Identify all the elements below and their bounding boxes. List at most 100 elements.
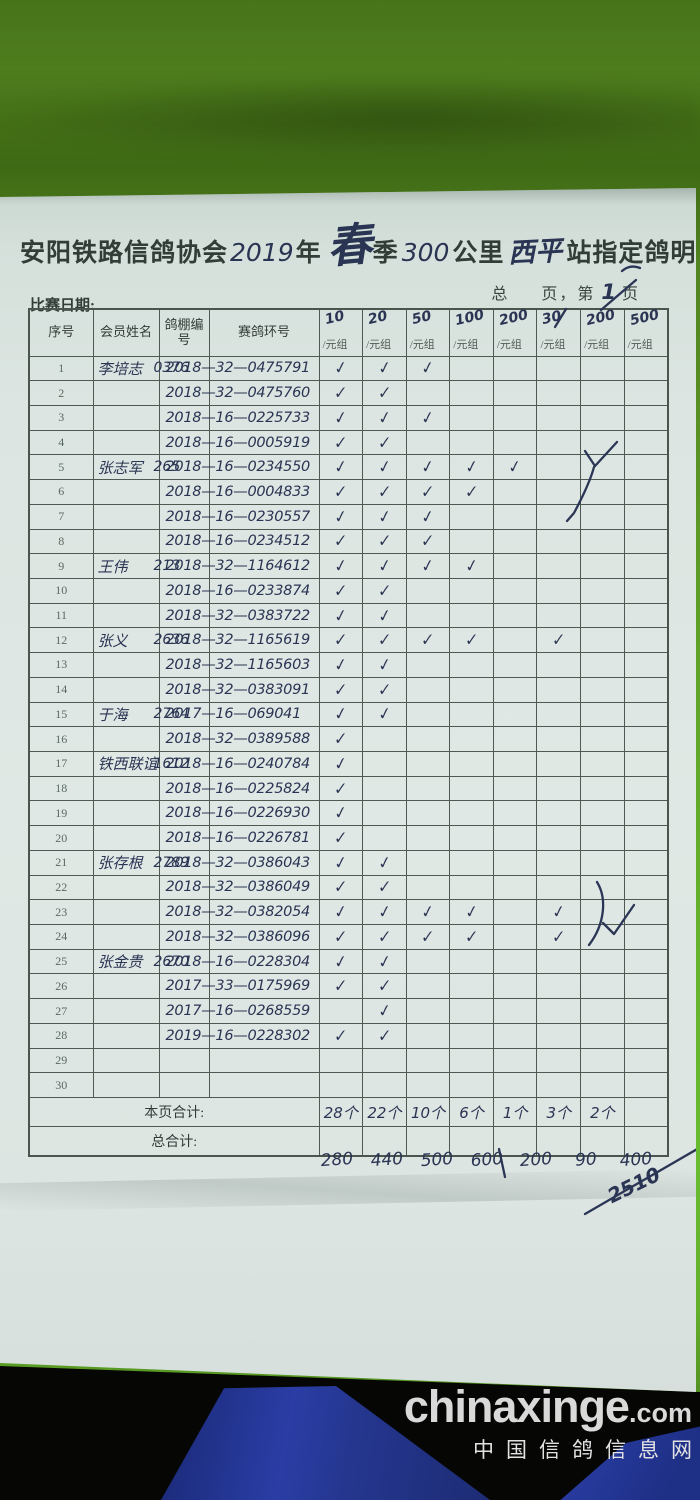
table-row: 5 张志军 265 2018—16—0234550 ✓ ✓ ✓ ✓ ✓ — [28, 454, 669, 481]
page-number-line: 总 页，第 1 页 — [491, 280, 640, 304]
fee-check-cell: ✓ — [449, 627, 494, 654]
row-seq: 12 — [28, 627, 94, 654]
table-row: 14 2018—32—0383091 ✓ ✓ — [28, 676, 669, 703]
page-total-count: 10个 — [410, 1103, 446, 1122]
table-row: 20 2018—16—0226781 ✓ — [28, 825, 669, 851]
pen-marks-overlay — [497, 265, 696, 1216]
fee-check-cell: ✓ — [362, 652, 407, 678]
watermark-tld: .com — [628, 1398, 692, 1428]
page-total-cell — [623, 1097, 669, 1128]
ring-number: 2018—32—0383722 — [165, 607, 311, 624]
ring-number: 2018—16—0234550 — [165, 459, 311, 476]
fee-check-cell — [623, 676, 669, 703]
ring-number: 2018—32—1165603 — [165, 656, 311, 673]
big-check-row23 — [601, 903, 636, 936]
loft-number-cell — [158, 652, 210, 678]
col-header-fee-8: 500 /元组 — [623, 307, 669, 357]
fee-check-cell — [580, 998, 625, 1024]
table-row: 29 — [28, 1047, 669, 1074]
fee-check-cell — [405, 726, 451, 752]
row-seq: 17 — [28, 751, 94, 777]
col-header-loft: 鸽棚编号 — [158, 308, 210, 357]
fee-check-cell: ✓ — [449, 454, 494, 481]
member-name-cell — [92, 1022, 160, 1049]
fee-check-cell — [580, 701, 625, 728]
page-total-count: 3个 — [546, 1103, 572, 1122]
ring-number-cell: 2018—16—0225824 — [166, 775, 320, 802]
fee-check-cell — [492, 1047, 538, 1074]
member-name-cell: 张志军 — [92, 454, 160, 481]
loft-number-cell — [158, 874, 210, 901]
fee-check-cell — [623, 602, 669, 629]
table-row: 11 2018—32—0383722 ✓ ✓ — [28, 602, 669, 629]
ring-number: 2018—16—0240784 — [165, 755, 311, 772]
ring-number-cell: 2018—32—0386096 — [166, 924, 320, 950]
ring-number-cell: 2017—16—069041 — [166, 701, 320, 728]
loft-number-cell — [158, 924, 210, 950]
member-name-cell: 张存根 — [92, 849, 160, 876]
page-total-count: 22个 — [367, 1103, 402, 1122]
col-header-fee-2: 20 /元组 — [362, 308, 407, 357]
fee-check-cell — [536, 948, 582, 975]
ring-number: 2018—16—0226930 — [165, 805, 311, 822]
loft-number-cell: 1612 — [154, 751, 210, 777]
fee-check-cell — [580, 380, 625, 406]
ring-number-cell: 2018—32—1165619 — [166, 627, 320, 654]
member-name-cell — [92, 874, 160, 901]
loft-number-cell — [158, 676, 210, 703]
fee-check-cell — [362, 726, 407, 752]
member-name: 张志军 — [97, 458, 143, 477]
fee-check-cell — [492, 553, 538, 579]
page-unit-label: 页 — [621, 286, 640, 303]
member-name-cell — [92, 577, 160, 604]
fee-check-cell: ✓ — [362, 503, 407, 530]
fee-check-cell: ✓ — [405, 404, 451, 431]
member-name: 铁西联谊 — [97, 755, 158, 774]
ring-number: 2018—32—0386049 — [165, 879, 311, 896]
page-total-cell: 2个 — [580, 1097, 625, 1128]
title-distance-unit: 公里 — [452, 240, 505, 267]
ring-number: 2018—32—0386043 — [165, 854, 311, 871]
fee-check-cell — [580, 1047, 625, 1074]
col-header-fee-3: 50 /元组 — [405, 308, 451, 357]
page-total-count: 1个 — [502, 1103, 528, 1122]
member-name: 于海 — [97, 705, 128, 724]
fee-check-cell — [623, 380, 669, 406]
ring-number: 2018—16—0226781 — [165, 830, 311, 847]
ring-number-cell: 2017—33—0175969 — [166, 973, 320, 1000]
grand-total-cell — [580, 1126, 625, 1157]
fee-check-cell: ✓ — [318, 899, 364, 926]
table-row: 19 2018—16—0226930 ✓ — [28, 800, 669, 827]
fee-unit-label: /元组 — [453, 338, 479, 351]
fee-check-cell — [492, 948, 538, 975]
page-total-cell: 28个 — [318, 1097, 364, 1128]
ring-number: 2017—16—069041 — [165, 706, 302, 723]
ring-number-cell: 2018—32—0386043 — [166, 849, 320, 876]
loft-number: 2789 — [153, 854, 190, 871]
ring-number-cell: 2018—32—0383722 — [166, 602, 320, 629]
grand-total-cell — [405, 1126, 451, 1157]
ring-number: 2018—32—0383091 — [165, 681, 311, 698]
fee-check-cell: ✓ — [362, 479, 407, 505]
ring-number-cell: 2018—16—0240784 — [166, 751, 320, 777]
table-row: 24 2018—32—0386096 ✓ ✓ ✓ ✓ ✓ — [28, 924, 669, 950]
page-total-label: 总 — [491, 286, 510, 303]
loft-number-cell: 2636 — [154, 627, 210, 654]
loft-number: 0376 — [153, 360, 190, 377]
amount-strike — [497, 1147, 507, 1179]
table-row: 23 2018—32—0382054 ✓ ✓ ✓ ✓ ✓ — [28, 899, 669, 926]
ring-number: 2017—33—0175969 — [165, 978, 311, 995]
fee-check-cell — [536, 701, 582, 728]
fee-check-cell — [623, 553, 669, 579]
table-row: 18 2018—16—0225824 ✓ — [28, 775, 669, 802]
ring-number: 2017—16—0268559 — [165, 1003, 311, 1020]
ring-number-cell: 2018—32—1164612 — [166, 553, 320, 579]
ring-number-cell: 2018—16—0234550 — [166, 454, 320, 481]
loft-number: 213 — [153, 558, 181, 575]
fee-unit-label: /元组 — [627, 338, 653, 351]
ring-number: 2018—32—1164612 — [165, 558, 311, 575]
fee-check-cell — [405, 380, 451, 406]
table-row: 12 张义 2636 2018—32—1165619 ✓ ✓ ✓ ✓ ✓ — [28, 627, 669, 654]
ring-number: 2018—32—0475791 — [165, 360, 311, 377]
fee-unit-label: /元组 — [540, 338, 566, 351]
